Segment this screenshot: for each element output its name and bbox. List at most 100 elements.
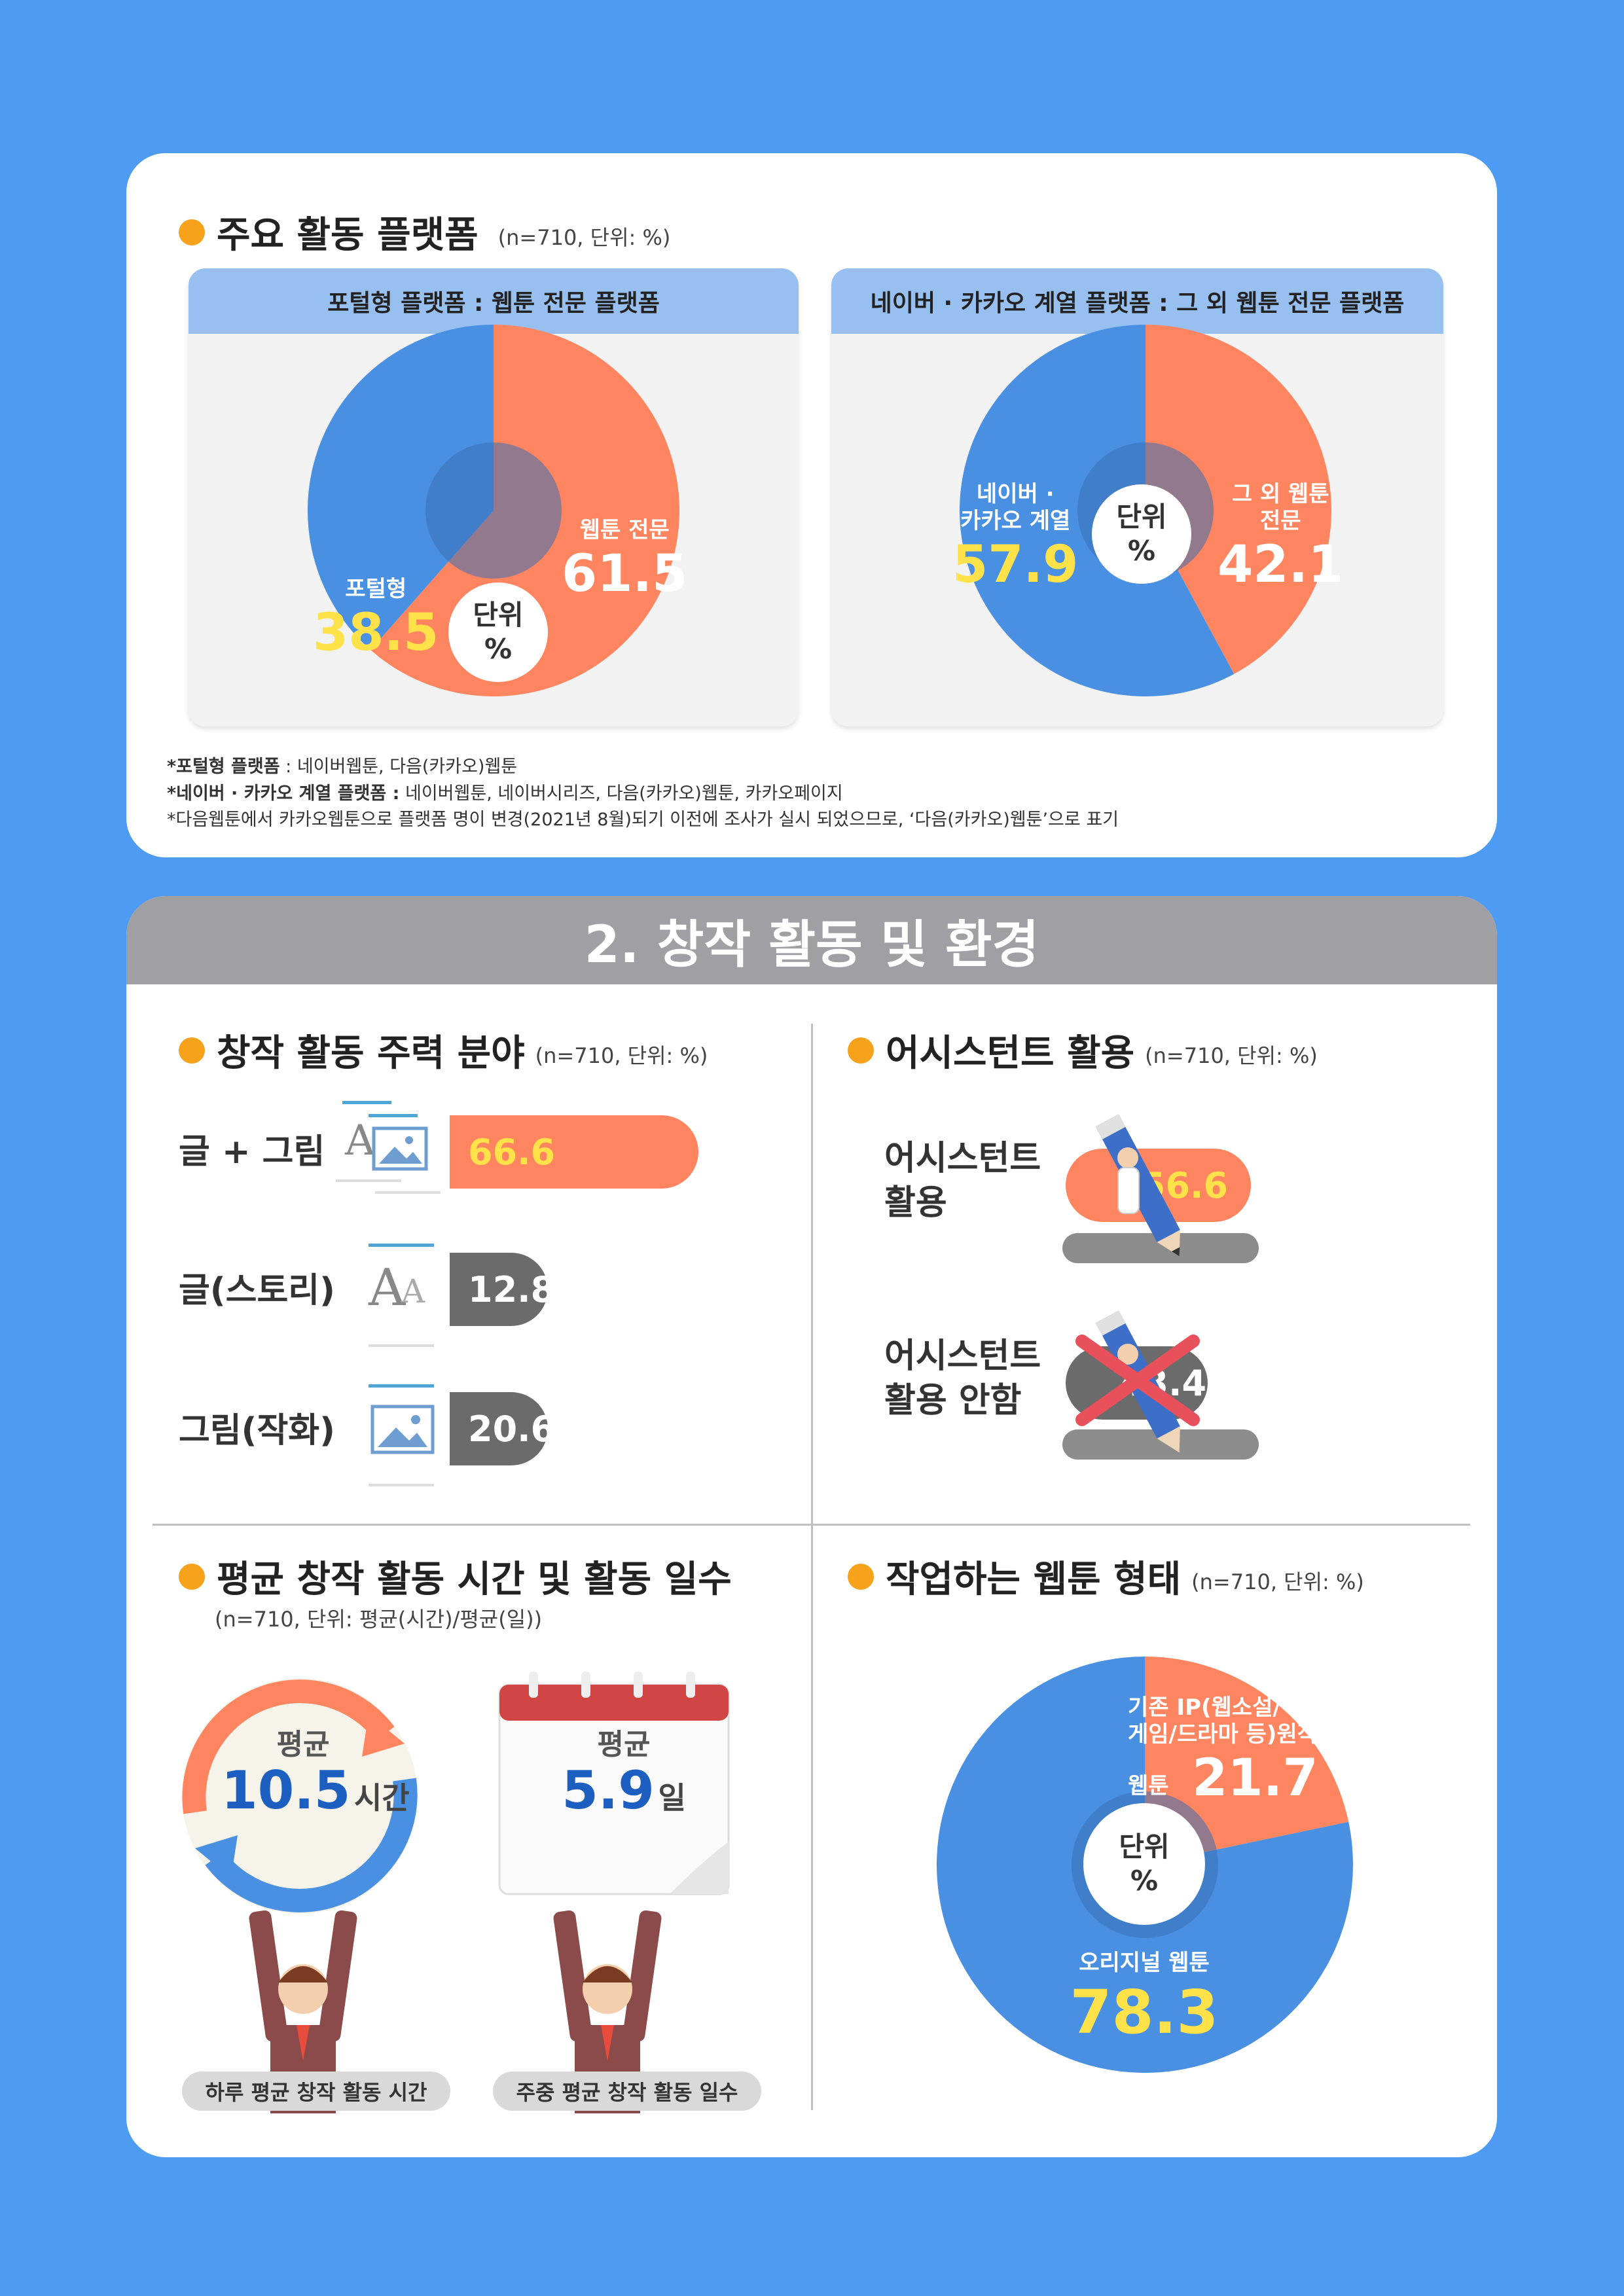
portal-pie-chart (307, 325, 679, 696)
horizontal-divider (153, 1524, 1470, 1526)
footnote-2: *네이버 · 카카오 계열 플랫폼 : 네이버웹툰, 네이버시리즈, 다음(카카… (167, 781, 1119, 808)
footnote-1: *포털형 플랫폼 : 네이버웹툰, 다음(카카오)웹툰 (167, 754, 1119, 781)
unit-badge-3: 단위 % (1083, 1803, 1205, 1925)
assistant-use-label-2: 활용 (884, 1183, 947, 1223)
unit-badge-2-label: 단위 (1116, 500, 1167, 533)
panel-header-naver-kakao: 네이버 · 카카오 계열 플랫폼 : 그 외 웹툰 전문 플랫폼 (831, 268, 1443, 334)
section-banner: 2. 창작 활동 및 환경 (126, 896, 1497, 984)
unit-badge-1: 단위 % (448, 583, 548, 682)
ip-label-1: 기존 IP(웹소설/ (1128, 1695, 1281, 1721)
days-caption: 주중 평균 창작 활동 일수 (493, 2072, 761, 2111)
pie-slice-portal (307, 325, 494, 651)
bullet-dot-icon (179, 1563, 205, 1590)
footnotes: *포털형 플랫폼 : 네이버웹툰, 다음(카카오)웹툰 *네이버 · 카카오 계… (167, 754, 1119, 834)
time-section-title: 평균 창작 활동 시간 및 활동 일수 (179, 1550, 732, 1603)
svg-text:A: A (344, 1117, 376, 1165)
ip-label-group: 기존 IP(웹소설/ 게임/드라마 등)원작 웹툰 21.7 (1128, 1695, 1318, 1809)
type-title: 작업하는 웹툰 형태 (886, 1558, 1182, 1601)
unit-badge-2-percent: % (1127, 535, 1156, 567)
assistant-nouse-label-1: 어시스턴트 (884, 1336, 1041, 1376)
focus-value-art: 20.6 (468, 1408, 556, 1450)
naver-kakao-label-1: 네이버 · (976, 481, 1055, 507)
focus-value-story: 12.8 (468, 1268, 556, 1310)
focus-row-label-story: 글(스토리) (179, 1271, 335, 1310)
footnote-1-text: : 네이버웹툰, 다음(카카오)웹툰 (280, 757, 518, 777)
naver-kakao-panel: 네이버 · 카카오 계열 플랫폼 : 그 외 웹툰 전문 플랫폼 네이버 · 카… (831, 268, 1443, 726)
vertical-divider (811, 1024, 813, 2110)
hours-unit: 시간 (353, 1780, 410, 1816)
assistant-nouse-label-2: 활용 안함 (884, 1380, 1022, 1420)
others-value: 42.1 (1218, 535, 1344, 594)
bullet-dot-icon (179, 1037, 205, 1064)
days-value-group: 5.9 일 (539, 1760, 709, 1821)
focus-section-title: 창작 활동 주력 분야 (n=710, 단위: %) (179, 1024, 708, 1077)
svg-text:A: A (368, 1259, 406, 1318)
webtoon-label-group: 웹툰 전문 61.5 (562, 517, 687, 605)
ip-label-3: 웹툰 (1128, 1773, 1169, 1800)
focus-title: 창작 활동 주력 분야 (217, 1032, 525, 1075)
days-label: 평균 (597, 1728, 651, 1761)
portal-label-group: 포털형 38.5 (313, 576, 439, 664)
days-unit: 일 (658, 1780, 686, 1816)
unit-badge-3-percent: % (1130, 1865, 1159, 1897)
assistant-row-label-nouse: 어시스턴트 활용 안함 (884, 1335, 1041, 1423)
focus-row-label-art: 그림(작화) (179, 1411, 335, 1450)
footnote-1-bold: *포털형 플랫폼 (167, 757, 280, 777)
platform-card: 주요 활동 플랫폼 (n=710, 단위: %) 포털형 플랫폼 : 웹툰 전문… (126, 153, 1497, 857)
unit-badge-3-label: 단위 (1119, 1830, 1170, 1863)
webtoon-label: 웹툰 전문 (579, 517, 670, 543)
others-label-group: 그 외 웹툰 전문 42.1 (1218, 481, 1343, 596)
no-pencil-figure-icon (1062, 1310, 1259, 1460)
clock-cycle-icon (182, 1678, 418, 1914)
focus-bar-text-image: 66.6 (450, 1115, 698, 1189)
platform-title: 주요 활동 플랫폼 (217, 214, 478, 257)
portal-value: 38.5 (313, 603, 439, 662)
naver-kakao-label-2: 카카오 계열 (960, 507, 1071, 534)
time-title: 평균 창작 활동 시간 및 활동 일수 (217, 1558, 732, 1601)
focus-note: (n=710, 단위: %) (535, 1043, 708, 1068)
person-holding-clock-icon (249, 1910, 357, 2113)
hours-caption: 하루 평균 창작 활동 시간 (182, 2072, 450, 2111)
panel-header-portal: 포털형 플랫폼 : 웹툰 전문 플랫폼 (189, 268, 799, 334)
footnote-3: *다음웹툰에서 카카오웹툰으로 플랫폼 명이 변경(2021년 8월)되기 이전… (167, 810, 1119, 830)
hours-value: 10.5 (221, 1760, 351, 1821)
others-label-2: 전문 (1259, 507, 1301, 534)
focus-bar-art: 20.6 (450, 1392, 555, 1465)
bullet-dot-icon (848, 1037, 874, 1064)
ip-label-2: 게임/드라마 등)원작 (1128, 1721, 1318, 1748)
assistant-use-label-1: 어시스턴트 (884, 1139, 1041, 1178)
portal-vs-webtoon-panel: 포털형 플랫폼 : 웹툰 전문 플랫폼 포털형 38.5 단위 % 웹툰 전문 … (189, 268, 799, 726)
calendar-icon (498, 1672, 730, 1895)
hours-value-group: 10.5 시간 (221, 1760, 410, 1821)
focus-bar-story: 12.8 (450, 1253, 555, 1326)
story-font-icon: A A (368, 1244, 434, 1347)
naver-kakao-label-group: 네이버 · 카카오 계열 57.9 (952, 481, 1078, 596)
focus-row-label-text-image: 글 + 그림 (179, 1132, 325, 1172)
portal-label: 포털형 (345, 576, 407, 602)
bullet-dot-icon (179, 219, 205, 245)
platform-note: (n=710, 단위: %) (497, 224, 671, 250)
pencil-figure-icon (1062, 1114, 1259, 1263)
type-section-title: 작업하는 웹툰 형태 (n=710, 단위: %) (848, 1550, 1364, 1603)
pie-slice-others (1146, 325, 1331, 674)
svg-text:A: A (401, 1272, 425, 1310)
ip-value: 21.7 (1192, 1748, 1318, 1808)
others-label-1: 그 외 웹툰 (1231, 481, 1329, 507)
assistant-section-title: 어시스턴트 활용 (n=710, 단위: %) (848, 1024, 1318, 1077)
hours-label: 평균 (276, 1728, 330, 1761)
bullet-dot-icon (848, 1563, 874, 1590)
pie-center-ring (425, 442, 562, 579)
original-label: 오리지널 웹툰 (1079, 1950, 1210, 1976)
type-note: (n=710, 단위: %) (1191, 1569, 1364, 1594)
unit-badge-2: 단위 % (1092, 484, 1191, 584)
assistant-row-label-use: 어시스턴트 활용 (884, 1137, 1041, 1225)
assistant-note: (n=710, 단위: %) (1145, 1043, 1318, 1068)
text-image-icon: A (336, 1101, 441, 1194)
unit-badge-1-percent: % (484, 633, 513, 665)
platform-section-title: 주요 활동 플랫폼 (n=710, 단위: %) (179, 206, 670, 259)
footnote-2-bold: *네이버 · 카카오 계열 플랫폼 : (167, 783, 400, 804)
assistant-title: 어시스턴트 활용 (886, 1032, 1135, 1075)
focus-value-text-image: 66.6 (468, 1131, 556, 1173)
time-note: (n=710, 단위: 평균(시간)/평균(일)) (215, 1607, 543, 1632)
webtoon-value: 61.5 (562, 544, 688, 603)
